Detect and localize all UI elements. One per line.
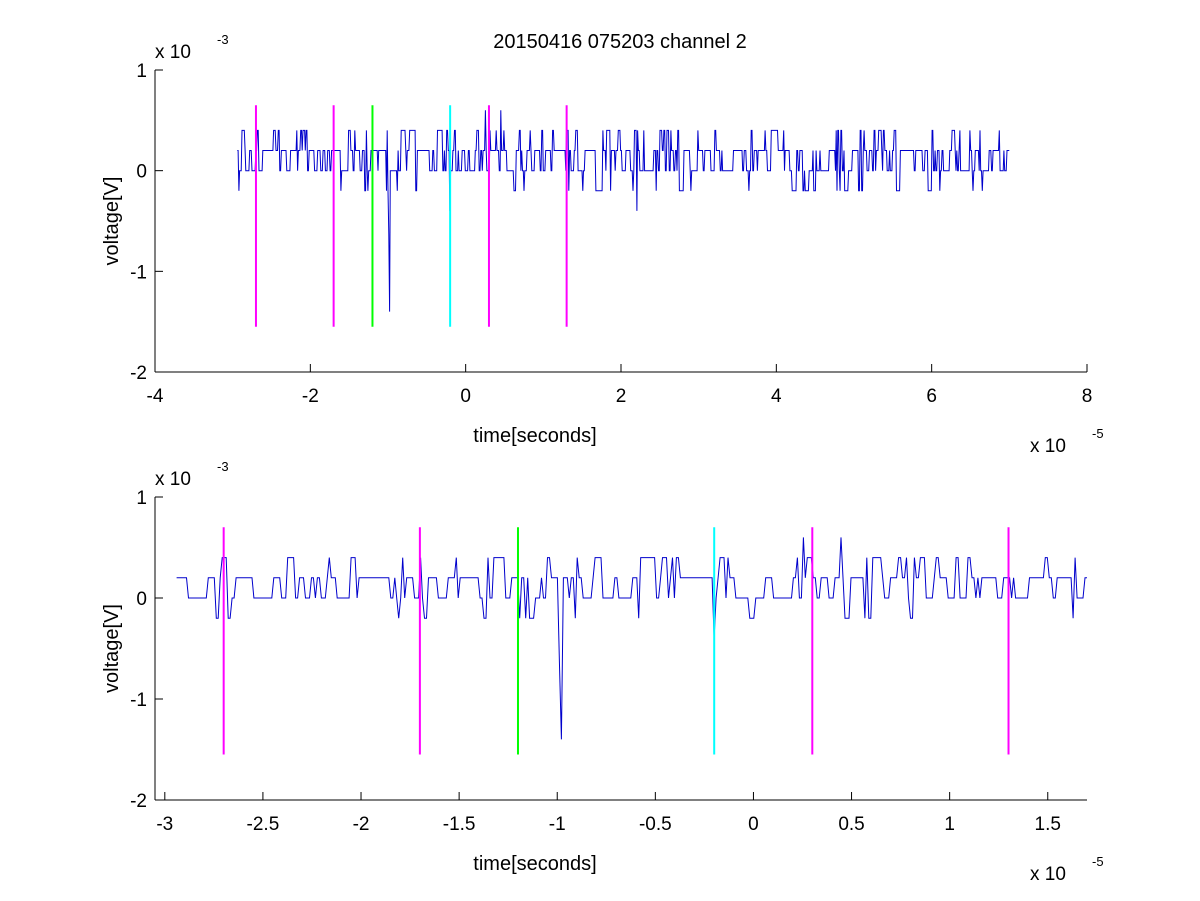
x-tick-label: 0 xyxy=(748,814,759,835)
bottom-subplot: -3 -2.5 -2 -1.5 -1 -0.5 0 0.5 1 1.5 -2 -1 0 1 time[sec… xyxy=(101,459,1104,885)
y-tick-label: 0 xyxy=(136,162,147,183)
y-tick-label: -1 xyxy=(130,690,147,711)
x-tick-label: -2.5 xyxy=(247,814,280,835)
y-exponent-power: -3 xyxy=(217,459,229,474)
x-exponent-label: x 10 xyxy=(1030,436,1066,457)
y-exponent-label: x 10 xyxy=(155,42,191,63)
y-axis-label: voltage[V] xyxy=(101,177,123,266)
x-exponent-power: -5 xyxy=(1092,426,1104,441)
x-tick-label: -4 xyxy=(147,386,164,407)
x-tick-label: -3 xyxy=(156,814,173,835)
chart-title: 20150416 075203 channel 2 xyxy=(493,31,747,53)
y-tick-label: 1 xyxy=(136,488,147,509)
y-tick-label: -1 xyxy=(130,262,147,283)
x-exponent-label: x 10 xyxy=(1030,864,1066,885)
x-tick-label: -0.5 xyxy=(639,814,672,835)
top-subplot: -4 -2 0 2 4 6 8-2-101time[seconds]voltage[V]x … xyxy=(101,32,1104,457)
x-exponent-power: -5 xyxy=(1092,854,1104,869)
y-exponent-label: x 10 xyxy=(155,469,191,490)
y-axis-label: voltage[V] xyxy=(101,604,123,693)
x-tick-label: 4 xyxy=(771,386,782,407)
x-tick-label: 8 xyxy=(1082,386,1093,407)
x-tick-label: -1 xyxy=(549,814,566,835)
x-tick-label: 1.5 xyxy=(1035,814,1061,835)
x-tick-label: -1.5 xyxy=(443,814,476,835)
x-tick-label: 1 xyxy=(944,814,955,835)
x-tick-label: 2 xyxy=(616,386,627,407)
x-axis-label: time[seconds] xyxy=(473,425,596,447)
y-exponent-power: -3 xyxy=(217,32,229,47)
y-tick-label: 1 xyxy=(136,61,147,82)
y-tick-label: -2 xyxy=(130,791,147,812)
y-tick-label: 0 xyxy=(136,589,147,610)
signal-trace xyxy=(237,110,1010,312)
x-tick-label: -2 xyxy=(353,814,370,835)
x-tick-label: 0 xyxy=(460,386,471,407)
x-tick-label: 6 xyxy=(926,386,937,407)
y-tick-label: -2 xyxy=(130,363,147,384)
x-tick-label: -2 xyxy=(302,386,319,407)
x-axis-label: time[seconds] xyxy=(473,853,596,875)
signal-trace xyxy=(176,537,1087,740)
x-tick-label: 0.5 xyxy=(838,814,864,835)
